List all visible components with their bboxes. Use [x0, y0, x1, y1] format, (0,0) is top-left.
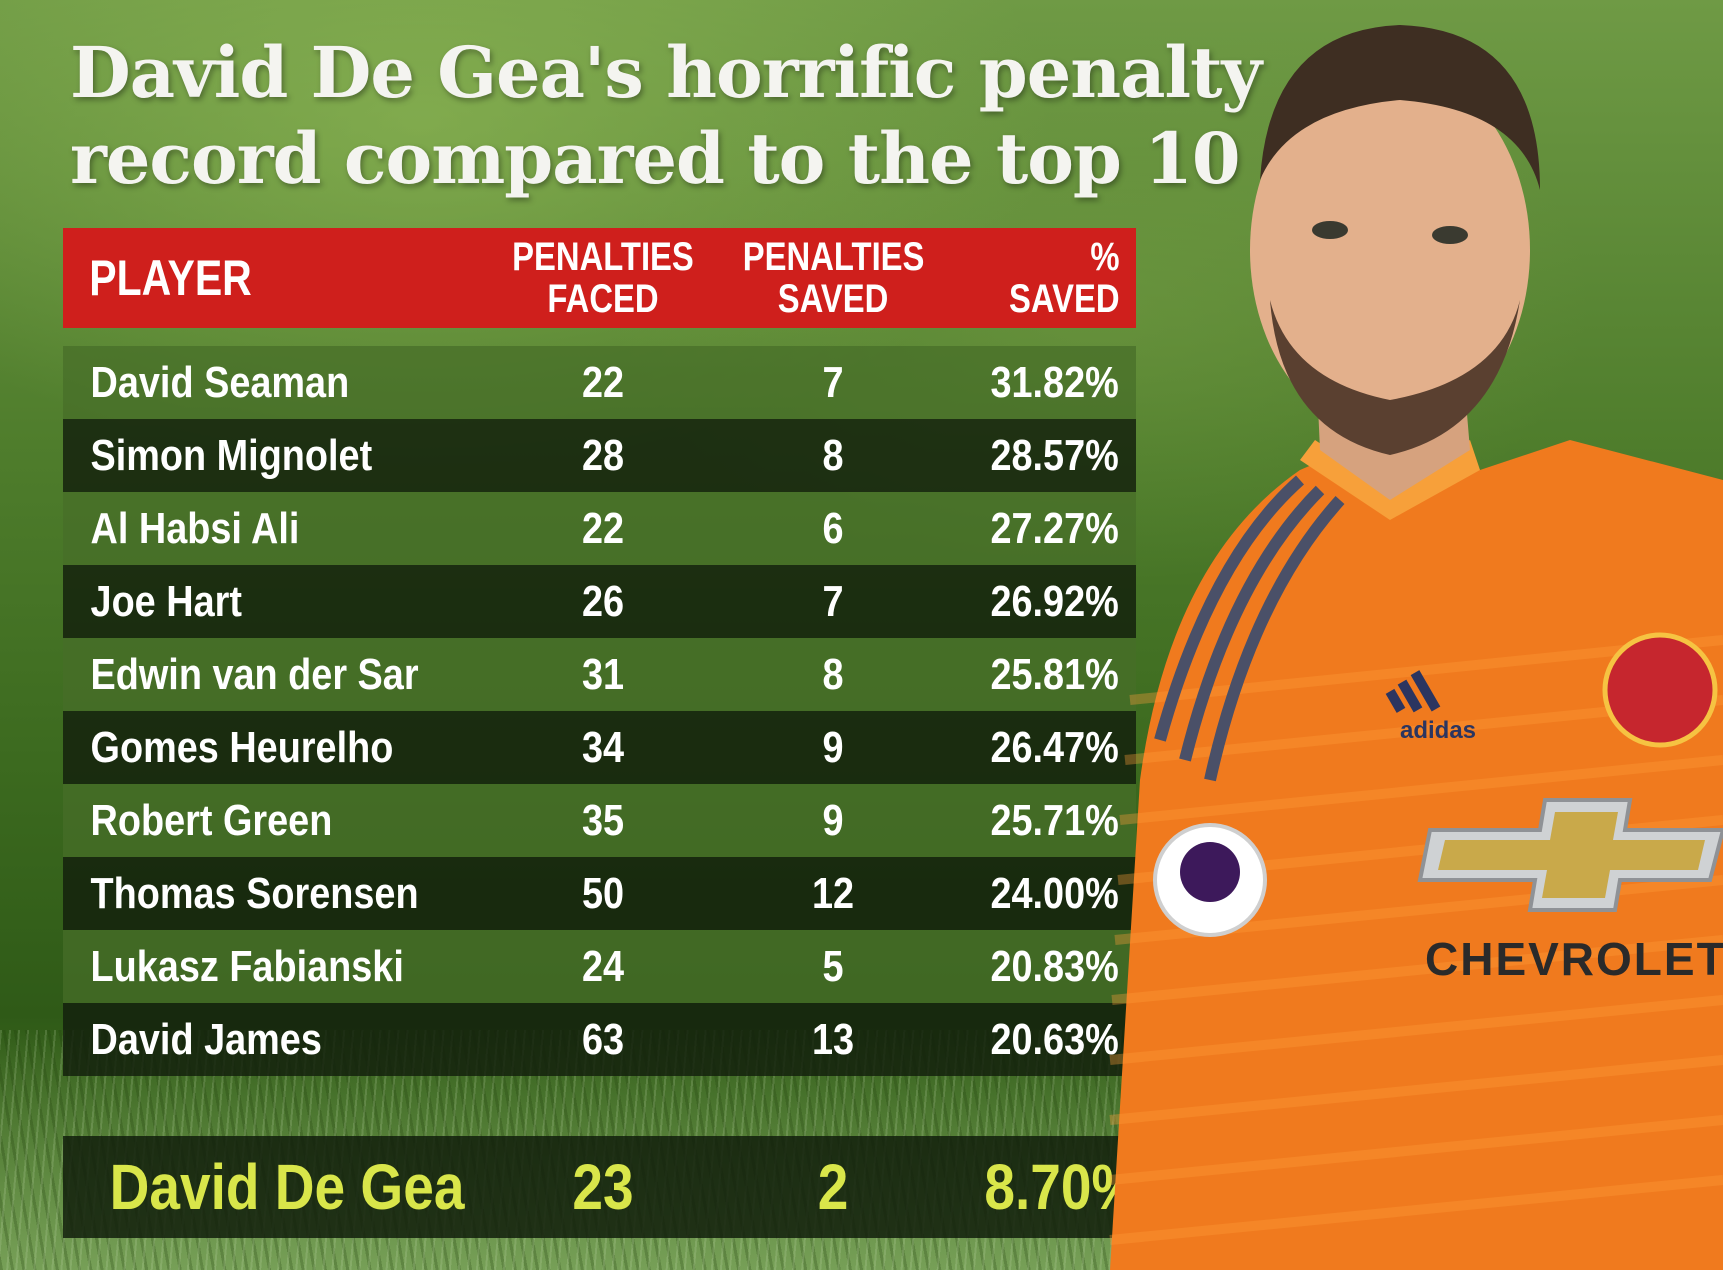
header-faced-line-2: FACED — [547, 277, 659, 321]
cell-player: Robert Green — [90, 795, 333, 845]
cell-faced: 63 — [581, 1014, 625, 1064]
adidas-wordmark: adidas — [1400, 717, 1476, 744]
header-pct-line-1: % — [1090, 235, 1120, 279]
highlight-saved: 2 — [817, 1151, 849, 1223]
cell-faced: 31 — [581, 649, 625, 699]
cell-saved: 13 — [811, 1014, 855, 1064]
premier-league-lion-icon — [1180, 842, 1240, 902]
head — [1250, 65, 1530, 435]
de-gea-highlight-row: David De Gea 23 2 8.70% — [63, 1136, 1183, 1238]
cell-faced: 22 — [581, 357, 625, 407]
sponsor-wordmark: CHEVROLET — [1425, 933, 1723, 985]
highlight-player: David De Gea — [109, 1151, 465, 1223]
cell-pct: 20.83% — [990, 941, 1119, 991]
table-row: David Seaman 22 7 31.82% — [63, 346, 1136, 419]
cell-saved: 9 — [822, 722, 844, 772]
cell-player: Simon Mignolet — [90, 430, 373, 480]
adidas-logo — [1385, 670, 1441, 713]
cell-saved: 12 — [811, 868, 855, 918]
cell-player: Lukasz Fabianski — [90, 941, 404, 991]
cell-saved: 7 — [822, 357, 844, 407]
beard — [1270, 300, 1520, 455]
table-row: Simon Mignolet 28 8 28.57% — [63, 419, 1136, 492]
header-faced-line-1: PENALTIES — [512, 235, 694, 279]
table-row: Lukasz Fabianski 24 5 20.83% — [63, 930, 1136, 1003]
header-penalties-faced: PENALTIES FACED — [505, 236, 702, 320]
table-row: Edwin van der Sar 31 8 25.81% — [63, 638, 1136, 711]
header-player: PLAYER — [89, 250, 252, 306]
goalkeeper-illustration: adidas CHEVROLET — [1109, 25, 1723, 1270]
cell-faced: 26 — [581, 576, 625, 626]
eye-left — [1312, 221, 1348, 239]
table-row: Joe Hart 26 7 26.92% — [63, 565, 1136, 638]
cell-pct: 26.92% — [990, 576, 1119, 626]
cell-player: Thomas Sorensen — [90, 868, 419, 918]
table-row: Gomes Heurelho 34 9 26.47% — [63, 711, 1136, 784]
cell-faced: 34 — [581, 722, 625, 772]
cell-saved: 8 — [822, 430, 844, 480]
shoulder-stripes — [1154, 475, 1345, 782]
cell-pct: 26.47% — [990, 722, 1119, 772]
cell-player: Joe Hart — [90, 576, 242, 626]
cell-pct: 25.81% — [990, 649, 1119, 699]
cell-faced: 28 — [581, 430, 625, 480]
chart-title: David De Gea's horrific penalty record c… — [70, 30, 1262, 202]
header-percent-saved: % SAVED — [978, 236, 1136, 320]
cell-saved: 8 — [822, 649, 844, 699]
title-line-1: David De Gea's horrific penalty — [70, 31, 1262, 114]
highlight-faced: 23 — [572, 1151, 634, 1223]
club-crest-icon — [1602, 632, 1718, 748]
cell-player: Gomes Heurelho — [90, 722, 394, 772]
table-row: David James 63 13 20.63% — [63, 1003, 1136, 1076]
cell-saved: 5 — [822, 941, 844, 991]
header-saved-line-2: SAVED — [777, 277, 889, 321]
cell-saved: 9 — [822, 795, 844, 845]
cell-saved: 6 — [822, 503, 844, 553]
cell-pct: 25.71% — [990, 795, 1119, 845]
cell-faced: 22 — [581, 503, 625, 553]
penalty-table: PLAYER PENALTIES FACED PENALTIES SAVED %… — [63, 228, 1136, 1076]
header-saved-line-1: PENALTIES — [742, 235, 925, 279]
cell-saved: 7 — [822, 576, 844, 626]
eye-right — [1432, 226, 1468, 244]
table-row: Thomas Sorensen 50 12 24.00% — [63, 857, 1136, 930]
cell-pct: 27.27% — [990, 503, 1119, 553]
hair — [1260, 25, 1540, 190]
header-penalties-saved: PENALTIES SAVED — [742, 235, 925, 321]
header-pct-line-2: SAVED — [1009, 277, 1120, 321]
cell-player: Al Habsi Ali — [90, 503, 300, 553]
cell-player: David Seaman — [90, 357, 350, 407]
cell-pct: 20.63% — [990, 1014, 1119, 1064]
table-row: Robert Green 35 9 25.71% — [63, 784, 1136, 857]
cell-pct: 28.57% — [990, 430, 1119, 480]
title-line-2: record compared to the top 10 — [70, 117, 1241, 200]
cell-player: David James — [90, 1014, 322, 1064]
table-row: Al Habsi Ali 22 6 27.27% — [63, 492, 1136, 565]
jersey-body — [1110, 440, 1723, 1270]
cell-faced: 50 — [581, 868, 625, 918]
table-header: PLAYER PENALTIES FACED PENALTIES SAVED %… — [63, 228, 1136, 328]
cell-faced: 24 — [581, 941, 625, 991]
cell-faced: 35 — [581, 795, 625, 845]
cell-player: Edwin van der Sar — [90, 649, 419, 699]
table-body: David Seaman 22 7 31.82% Simon Mignolet … — [63, 346, 1136, 1076]
cell-pct: 31.82% — [990, 357, 1119, 407]
cell-pct: 24.00% — [990, 868, 1119, 918]
